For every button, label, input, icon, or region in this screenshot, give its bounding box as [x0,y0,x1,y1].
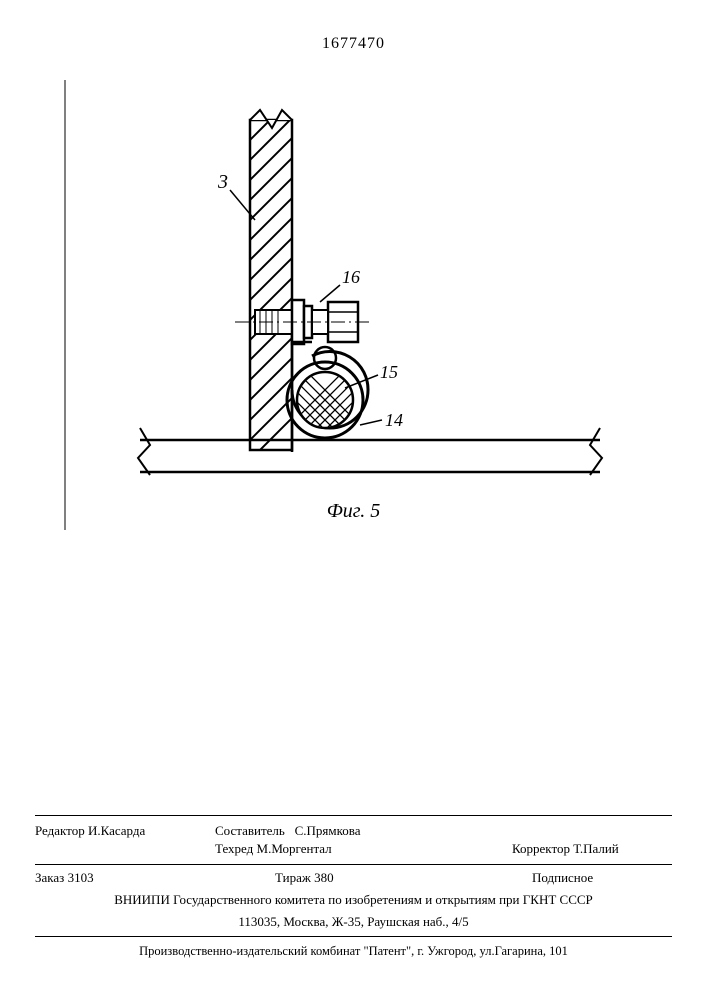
org-line-2: 113035, Москва, Ж-35, Раушская наб., 4/5 [35,911,672,933]
label-15: 15 [380,362,398,382]
wall-part-3 [230,80,310,480]
editor-name: И.Касарда [88,823,145,838]
subscr: Подписное [532,870,593,885]
page-number: 1677470 [322,35,385,53]
imprint-block: Редактор И.Касарда Составитель С.Прямков… [35,815,672,960]
editor-label: Редактор [35,823,85,838]
order-label: Заказ [35,870,64,885]
cushion-assembly [285,342,368,500]
label-16: 16 [342,267,360,287]
printer-footer: Производственно-издательский комбинат "П… [35,939,672,961]
figure-caption: Фиг. 5 [327,500,381,523]
compiler-label: Составитель [215,823,285,838]
ground-surface [138,428,602,475]
order-no: 3103 [68,870,94,885]
techred-name: М.Моргентал [257,841,332,856]
credits-row: Редактор И.Касарда Составитель С.Прямков… [35,818,672,862]
editor-cell: Редактор И.Касарда [35,822,215,858]
publication-row: Заказ 3103 Тираж 380 Подписное [35,867,672,889]
compiler-name: С.Прямкова [295,823,361,838]
label-3: 3 [217,171,228,193]
tirazh-no: 380 [314,870,334,885]
technical-figure: 3 16 15 14 [60,80,640,530]
org-line-1: ВНИИПИ Государственного комитета по изоб… [35,889,672,911]
label-14: 14 [385,410,403,430]
tirazh-label: Тираж [275,870,311,885]
techred-label: Техред [215,841,253,856]
corrector-label: Корректор [512,841,570,856]
corrector-name: Т.Палий [573,841,619,856]
